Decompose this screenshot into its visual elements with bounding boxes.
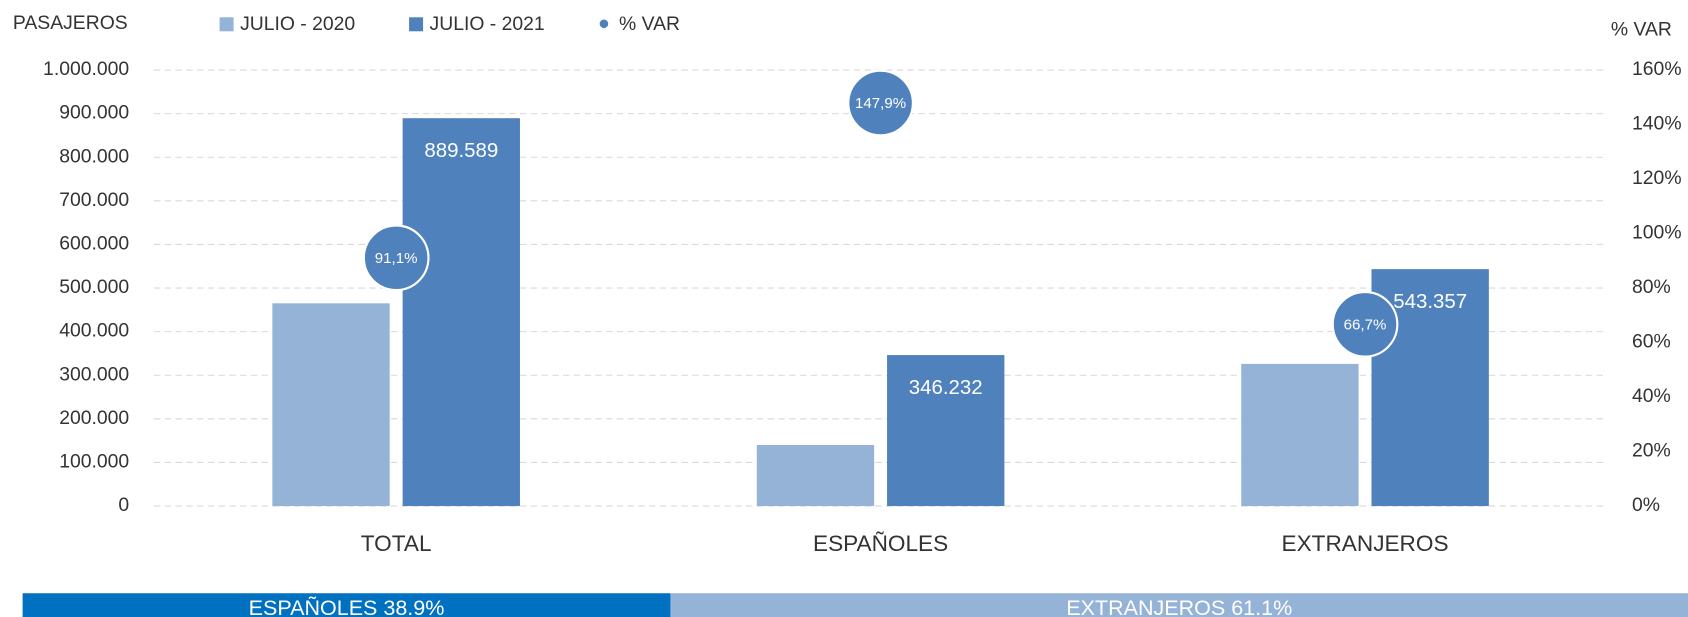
var-value-label: 91,1%: [375, 250, 418, 267]
y-tick-label: 100.000: [59, 451, 129, 473]
y-tick-label: 300.000: [59, 363, 129, 385]
bar-value-label: 346.232: [909, 376, 983, 399]
y-tick-label: 0: [118, 494, 129, 516]
y-tick-label: 400.000: [59, 320, 129, 342]
y-tick-label: 500.000: [59, 276, 129, 298]
share-segment: [22, 593, 671, 617]
legend-label: % VAR: [619, 13, 680, 35]
legend-swatch: [599, 19, 609, 29]
legend-swatch: [219, 17, 234, 32]
var-marker: [362, 224, 430, 292]
bar: [402, 118, 520, 507]
y2-tick-label: 20%: [1632, 440, 1671, 462]
legend-label: JULIO - 2020: [240, 13, 355, 35]
x-tick-label: EXTRANJEROS: [1282, 531, 1449, 556]
var-value-label: 147,9%: [855, 95, 906, 112]
y2-tick-label: 160%: [1632, 58, 1682, 80]
y-tick-label: 700.000: [59, 189, 129, 211]
x-tick-label: ESPAÑOLES: [813, 531, 948, 556]
share-segment: [670, 593, 1688, 617]
y-tick-label: 200.000: [59, 407, 129, 429]
y2-tick-label: 40%: [1632, 385, 1671, 407]
y-tick-label: 600.000: [59, 233, 129, 255]
var-marker: [1331, 290, 1399, 358]
legend-swatch: [409, 17, 424, 32]
y-tick-label: 900.000: [59, 102, 129, 124]
var-value-label: 66,7%: [1344, 316, 1387, 333]
legend-label: JULIO - 2021: [430, 13, 545, 35]
x-tick-label: TOTAL: [361, 531, 432, 556]
y2-tick-label: 80%: [1632, 276, 1671, 298]
y-axis-label: PASAJEROS: [13, 12, 128, 34]
bar: [887, 355, 1005, 507]
var-marker: [847, 69, 914, 137]
share-label: ESPAÑOLES 38.9%: [249, 595, 445, 617]
y2-tick-label: 60%: [1632, 331, 1671, 353]
y2-tick-label: 0%: [1632, 494, 1660, 516]
bar-value-label: 543.357: [1393, 290, 1467, 313]
y2-tick-label: 120%: [1632, 167, 1682, 189]
bar: [756, 445, 875, 507]
share-label: EXTRANJEROS 61.1%: [1066, 596, 1292, 617]
y2-tick-label: 100%: [1632, 222, 1682, 244]
y2-tick-label: 140%: [1632, 113, 1682, 135]
y-tick-label: 1.000.000: [43, 58, 129, 80]
y2-axis-label: % VAR: [1611, 18, 1672, 40]
bar: [1241, 363, 1359, 507]
y-tick-label: 800.000: [59, 145, 129, 167]
bar: [272, 303, 390, 507]
bar-value-label: 889.589: [424, 139, 498, 162]
